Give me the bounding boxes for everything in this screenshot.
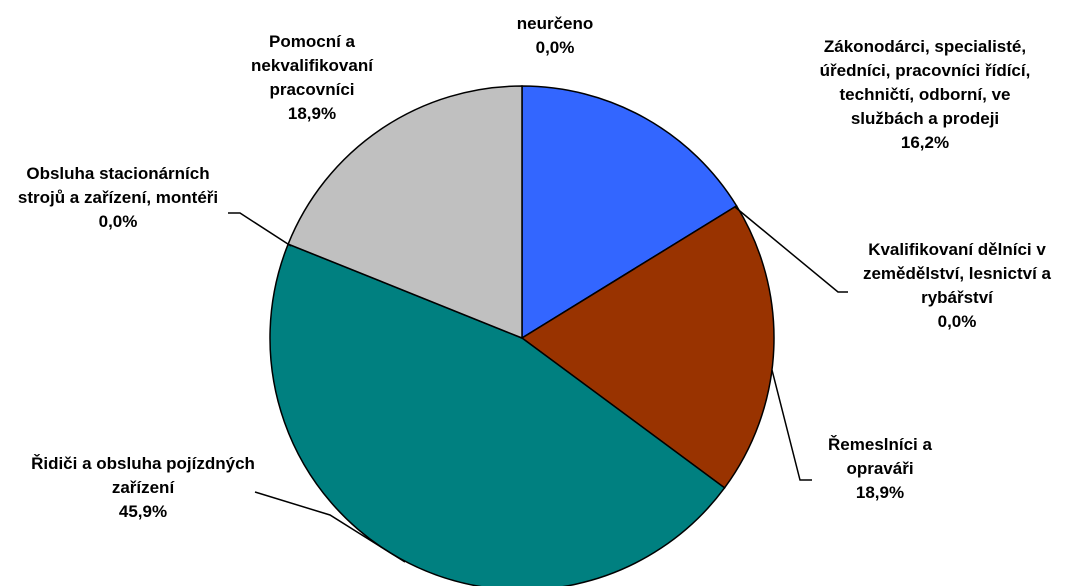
category-name: neurčeno: [516, 14, 594, 33]
slice-label: Obsluha stacionárních strojů a zařízení,…: [8, 162, 228, 234]
category-name: Zákonodárci, specialisté, úředníci, prac…: [819, 37, 1031, 128]
value-label: 18,9%: [287, 104, 337, 123]
value-label: 0,0%: [98, 212, 138, 231]
slice-label: Pomocní a nekvalifikovaní pracovníci 18,9…: [227, 30, 397, 126]
slice: [521, 85, 738, 340]
slice: [287, 85, 523, 340]
leader-line: [228, 212, 292, 247]
value-label: 16,2%: [900, 133, 950, 152]
slice-label: Zákonodárci, specialisté, úředníci, prac…: [805, 35, 1045, 155]
pie: [269, 85, 775, 586]
category-name: Obsluha stacionárních strojů a zařízení,…: [17, 164, 219, 207]
category-name: Řemeslníci a opraváři: [828, 435, 932, 478]
category-name: Pomocní a nekvalifikovaní pracovníci: [251, 32, 373, 99]
slice-label: Řemeslníci a opraváři 18,9%: [800, 433, 960, 505]
slice-label: Řidiči a obsluha pojízdných zařízení 45,9…: [28, 452, 258, 524]
category-name: Kvalifikovaní dělníci v zemědělství, les…: [862, 240, 1052, 307]
leader-line: [771, 369, 812, 481]
category-name: Řidiči a obsluha pojízdných zařízení: [31, 454, 255, 497]
leader-lines: [228, 206, 848, 563]
value-label: 45,9%: [118, 502, 168, 521]
slice: [520, 204, 775, 489]
value-label: 0,0%: [937, 312, 977, 331]
value-label: 0,0%: [535, 38, 575, 57]
leader-line: [734, 206, 848, 293]
value-label: 18,9%: [855, 483, 905, 502]
leader-line: [254, 491, 406, 563]
slice-label: neurčeno 0,0%: [495, 12, 615, 60]
slice-label: Kvalifikovaní dělníci v zemědělství, les…: [837, 238, 1076, 334]
